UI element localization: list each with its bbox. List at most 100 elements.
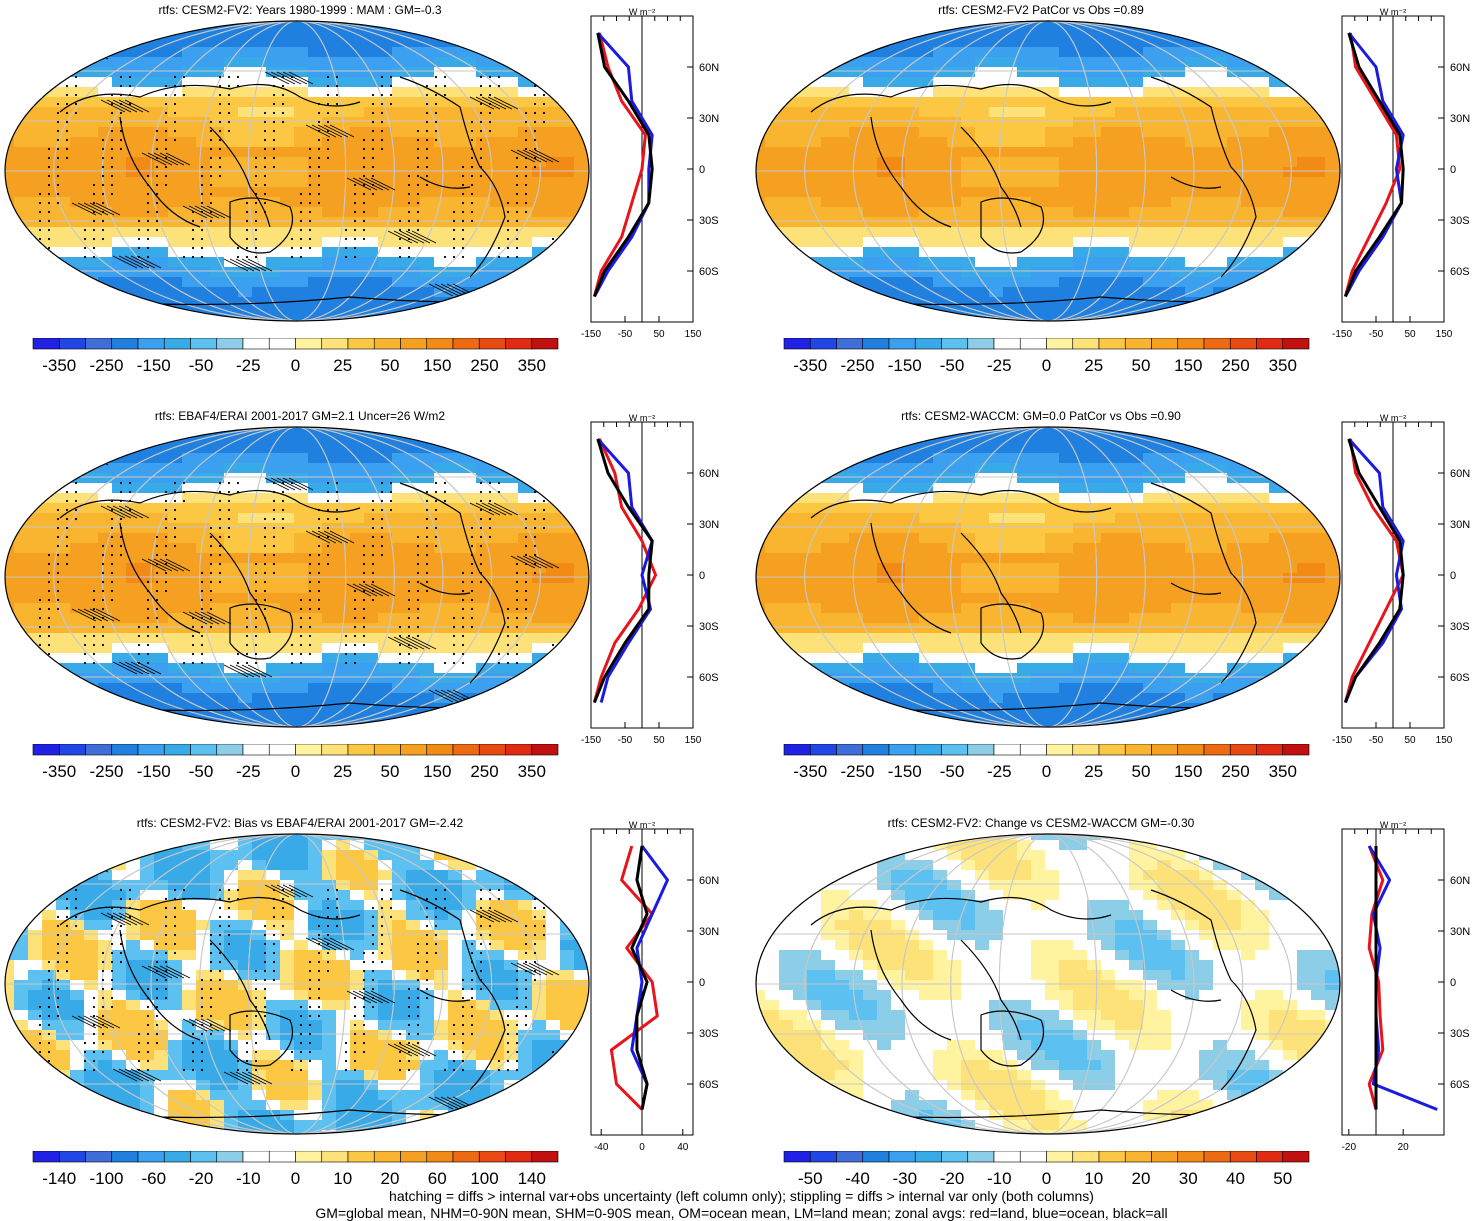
colorbar-swatch (862, 1151, 890, 1163)
panel-title: rtfs: CESM2-FV2: Change vs CESM2-WACCM G… (887, 816, 1195, 830)
colorbar-swatch (1282, 1151, 1310, 1163)
colorbar-swatch (1177, 744, 1205, 756)
ocean-zonal-line (1344, 437, 1405, 704)
colorbar-swatch (137, 1151, 165, 1163)
colorbar-swatch (1019, 1151, 1047, 1163)
footer-note-2: GM=global mean, NHM=0-90N mean, SHM=0-90… (315, 1205, 1168, 1221)
footer-note-1: hatching = diffs > internal var+obs unce… (389, 1188, 1094, 1204)
zonal-unit-label: W m⁻² (1380, 821, 1406, 830)
colorbar-swatch (58, 338, 86, 350)
y-tick-label: 30S (699, 621, 719, 633)
panel-1: rtfs: CESM2-FV2: Years 1980-1999 : MAM :… (0, 0, 741, 400)
map-border (755, 20, 1341, 322)
colorbar: -140 -100 -60 -20 -10 0 10 20 60 100 140 (32, 1151, 559, 1185)
land-zonal-line (592, 438, 658, 703)
colorbar-tick-label: 10 (333, 1169, 352, 1185)
y-tick-label: 30N (699, 519, 719, 531)
colorbar-swatch (321, 1151, 349, 1163)
x-tick-label: 50 (1404, 735, 1416, 746)
y-tick-label: 0 (1450, 164, 1456, 176)
colorbar-swatch (1124, 1151, 1152, 1163)
colorbar-swatch (1019, 744, 1047, 756)
map-border (755, 426, 1341, 728)
colorbar-swatch (1098, 338, 1126, 350)
map-plot (755, 20, 1341, 322)
colorbar-tick-label: 0 (291, 762, 300, 781)
colorbar-swatch (426, 744, 454, 756)
colorbar-swatch (783, 744, 811, 756)
colorbar-swatch (85, 338, 113, 350)
x-tick-label: 150 (685, 329, 702, 340)
y-tick-label: 60S (699, 266, 719, 278)
colorbar-swatch (993, 338, 1021, 350)
y-tick-label: 60S (1450, 1079, 1470, 1091)
colorbar-swatch (1229, 338, 1257, 350)
colorbar-tick-label: 20 (1132, 1169, 1151, 1185)
colorbar-swatch (1124, 338, 1152, 350)
map-border (4, 20, 590, 322)
colorbar-swatch (400, 338, 428, 350)
land-zonal-line (1343, 438, 1405, 703)
y-tick-label: 30S (1450, 215, 1470, 227)
colorbar-swatch (1124, 744, 1152, 756)
zonal-mean-plot: W m⁻² -150 -50 50 150 60N 30N 0 30S 60S (1332, 414, 1470, 746)
colorbar-tick-label: 0 (1042, 762, 1051, 781)
colorbar-swatch (190, 744, 218, 756)
map-plot (4, 833, 590, 1135)
colorbar-swatch (862, 338, 890, 350)
colorbar-tick-label: -20 (940, 1169, 965, 1185)
colorbar-swatch (836, 744, 864, 756)
colorbar-tick-label: -50 (940, 762, 965, 781)
colorbar-swatch (426, 1151, 454, 1163)
x-tick-label: 50 (653, 329, 665, 340)
y-tick-label: 30S (699, 1028, 719, 1040)
colorbar-swatch (505, 1151, 533, 1163)
colorbar-swatch (809, 338, 837, 350)
colorbar-swatch (400, 744, 428, 756)
colorbar-swatch (888, 1151, 916, 1163)
colorbar-swatch (1256, 744, 1284, 756)
colorbar-tick-label: 0 (291, 356, 300, 375)
colorbar-swatch (1203, 1151, 1231, 1163)
colorbar-swatch (967, 744, 995, 756)
colorbar-tick-label: -10 (987, 1169, 1012, 1185)
ocean-zonal-line (593, 31, 654, 298)
colorbar-tick-label: -350 (42, 356, 76, 375)
colorbar-swatch (809, 1151, 837, 1163)
colorbar-swatch (190, 1151, 218, 1163)
land-zonal-line (1343, 32, 1402, 297)
y-tick-label: 30N (699, 926, 719, 938)
colorbar-swatch (85, 744, 113, 756)
colorbar-tick-label: -350 (793, 356, 827, 375)
y-tick-label: 60N (699, 875, 719, 887)
colorbar-tick-label: 25 (333, 762, 352, 781)
colorbar-swatch (1282, 744, 1310, 756)
y-tick-label: 60N (1450, 875, 1470, 887)
x-tick-label: 150 (1436, 329, 1453, 340)
colorbar-swatch (373, 744, 401, 756)
panel-3: rtfs: EBAF4/ERAI 2001-2017 GM=2.1 Uncer=… (0, 406, 741, 806)
colorbar-swatch (531, 338, 559, 350)
x-tick-label: 50 (1404, 329, 1416, 340)
colorbar-swatch (888, 338, 916, 350)
colorbar-swatch (242, 1151, 270, 1163)
colorbar-swatch (783, 1151, 811, 1163)
colorbar-swatch (914, 1151, 942, 1163)
y-tick-label: 30N (1450, 113, 1470, 125)
colorbar-swatch (783, 338, 811, 350)
y-tick-label: 0 (699, 570, 705, 582)
map-plot (755, 833, 1341, 1135)
colorbar-swatch (1151, 744, 1179, 756)
colorbar-swatch (1151, 1151, 1179, 1163)
colorbar-tick-label: -25 (987, 762, 1012, 781)
colorbar-tick-label: 40 (1226, 1169, 1245, 1185)
colorbar-swatch (111, 744, 139, 756)
colorbar-swatch (1019, 338, 1047, 350)
colorbar-swatch (1282, 338, 1310, 350)
colorbar-swatch (1256, 338, 1284, 350)
map-plot (4, 20, 590, 322)
y-tick-label: 30N (699, 113, 719, 125)
x-tick-label: 50 (653, 735, 665, 746)
colorbar-swatch (941, 338, 969, 350)
colorbar-tick-label: 25 (1084, 356, 1103, 375)
